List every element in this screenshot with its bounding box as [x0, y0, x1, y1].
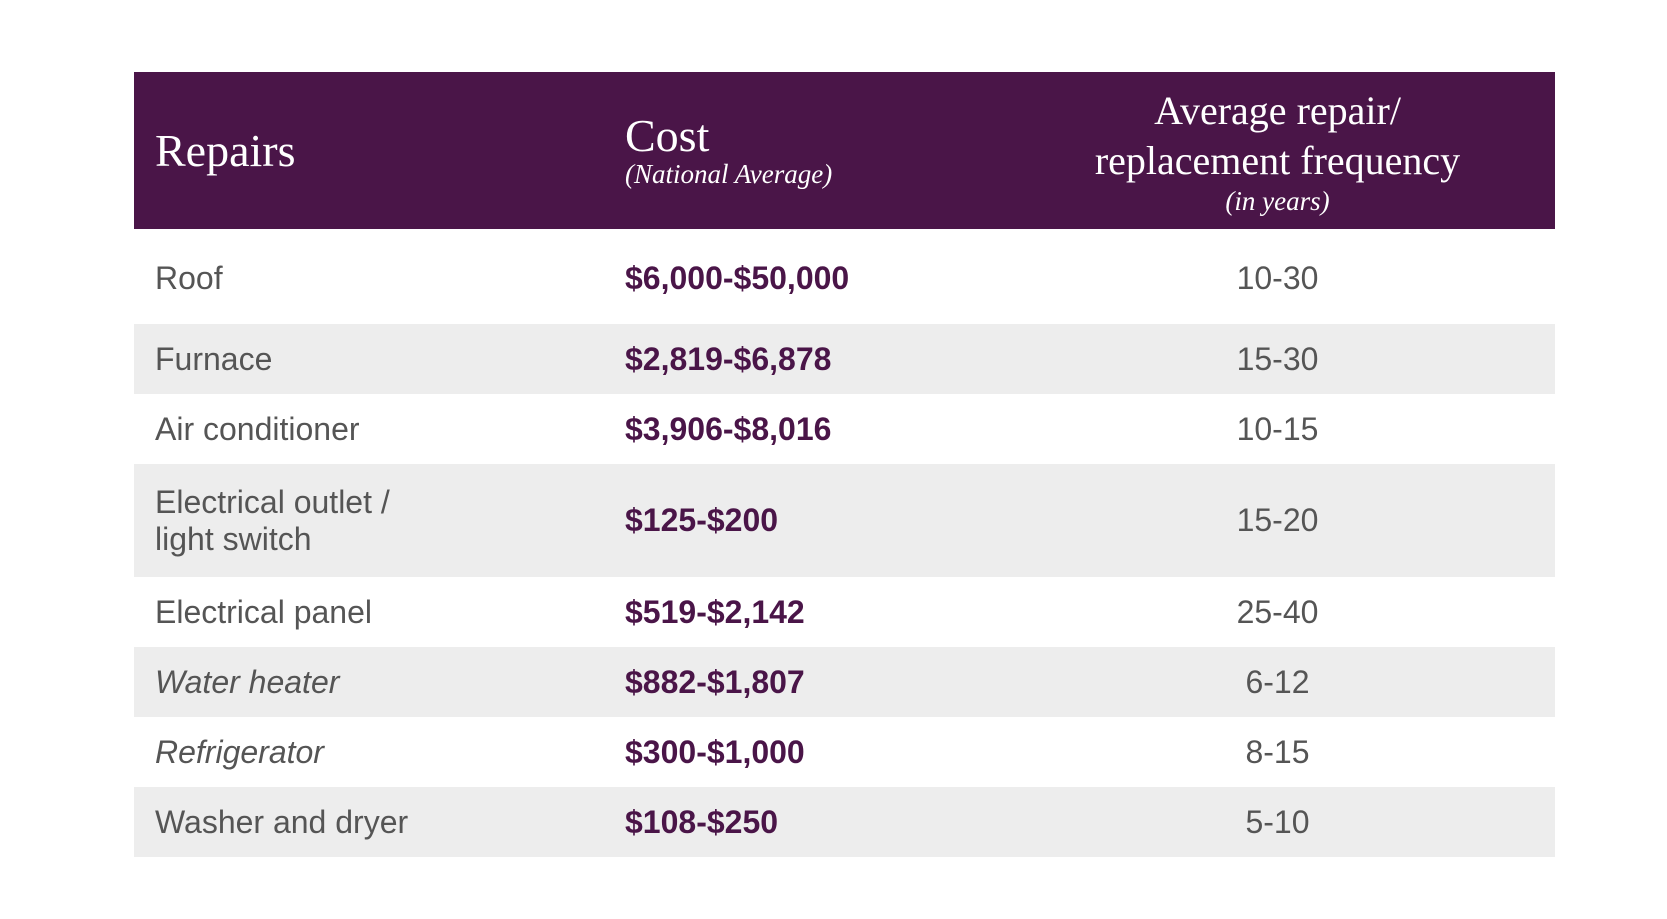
table-row: Water heater $882-$1,807 6-12 [134, 647, 1555, 717]
repair-cost: $125-$200 [625, 502, 779, 538]
table-row: Electrical outlet / light switch $125-$20… [134, 464, 1555, 577]
repair-name: Refrigerator [155, 733, 324, 770]
header-cell: Average repair/ replacement frequency (i… [1000, 72, 1555, 229]
table-row: Washer and dryer $108-$250 5-10 [134, 787, 1555, 857]
repair-name: Furnace [155, 340, 273, 377]
table-cell: Water heater [134, 647, 604, 717]
table-cell: $2,819-$6,878 [604, 324, 1000, 394]
header-row: Repairs Cost (National Average) Average … [134, 72, 1555, 229]
table-cell: $3,906-$8,016 [604, 394, 1000, 464]
table-cell: Electrical panel [134, 577, 604, 647]
table-cell: 15-20 [1000, 464, 1555, 577]
repair-name: Air conditioner [155, 410, 360, 447]
table-cell: Electrical outlet / light switch [134, 464, 604, 577]
table-row: Electrical panel $519-$2,142 25-40 [134, 577, 1555, 647]
repair-frequency: 10-15 [1236, 410, 1319, 447]
repair-cost: $882-$1,807 [625, 663, 805, 700]
repair-frequency: 10-30 [1236, 260, 1319, 296]
header-cell: Cost (National Average) [604, 72, 1000, 229]
header-frequency: Average repair/ replacement frequency [1094, 87, 1461, 183]
repair-cost: $3,906-$8,016 [625, 410, 832, 447]
header-cost-note: (National Average) [625, 158, 833, 189]
table-row: Roof $6,000-$50,000 10-30 [134, 229, 1555, 324]
repair-frequency: 5-10 [1245, 803, 1310, 840]
table-cell: 8-15 [1000, 717, 1555, 787]
repair-frequency: 15-30 [1236, 340, 1319, 377]
repair-frequency: 6-12 [1245, 663, 1310, 700]
table-body: Roof $6,000-$50,000 10-30 Furnace $2,819-$6,… [134, 229, 1555, 857]
table-cell: 10-15 [1000, 394, 1555, 464]
table-cell: $300-$1,000 [604, 717, 1000, 787]
table-cell: $6,000-$50,000 [604, 229, 1000, 324]
header-cell: Repairs [134, 72, 604, 229]
table-header: Repairs Cost (National Average) Average … [134, 72, 1555, 229]
table-cell: 5-10 [1000, 787, 1555, 857]
header-repairs: Repairs [155, 124, 296, 176]
repair-frequency: 15-20 [1236, 502, 1319, 538]
repair-cost: $108-$250 [625, 803, 779, 840]
table-cell: 25-40 [1000, 577, 1555, 647]
header-frequency-note: (in years) [1225, 185, 1330, 216]
repair-frequency: 25-40 [1236, 593, 1319, 630]
repair-cost: $2,819-$6,878 [625, 340, 832, 377]
table-cell: 10-30 [1000, 229, 1555, 324]
table-row: Furnace $2,819-$6,878 15-30 [134, 324, 1555, 394]
repair-name: Electrical panel [155, 593, 372, 630]
repair-cost: $519-$2,142 [625, 593, 805, 630]
table-cell: 15-30 [1000, 324, 1555, 394]
repair-name: Water heater [155, 663, 340, 700]
table-cell: Furnace [134, 324, 604, 394]
table-cell: Washer and dryer [134, 787, 604, 857]
repair-name: Electrical outlet / light switch [155, 483, 390, 557]
table-cell: Refrigerator [134, 717, 604, 787]
table-cell: $519-$2,142 [604, 577, 1000, 647]
table-cell: $125-$200 [604, 464, 1000, 577]
table-cell: $882-$1,807 [604, 647, 1000, 717]
repair-name: Washer and dryer [155, 803, 409, 840]
table-cell: 6-12 [1000, 647, 1555, 717]
header-cost: Cost [625, 109, 710, 161]
repair-cost: $300-$1,000 [625, 733, 805, 770]
repair-frequency: 8-15 [1245, 733, 1310, 770]
table-row: Refrigerator $300-$1,000 8-15 [134, 717, 1555, 787]
table-cell: $108-$250 [604, 787, 1000, 857]
table-row: Air conditioner $3,906-$8,016 10-15 [134, 394, 1555, 464]
repair-cost: $6,000-$50,000 [625, 260, 850, 296]
repair-name: Roof [155, 260, 223, 296]
repair-table: Repairs Cost (National Average) Average … [134, 72, 1555, 857]
table-cell: Air conditioner [134, 394, 604, 464]
table-cell: Roof [134, 229, 604, 324]
